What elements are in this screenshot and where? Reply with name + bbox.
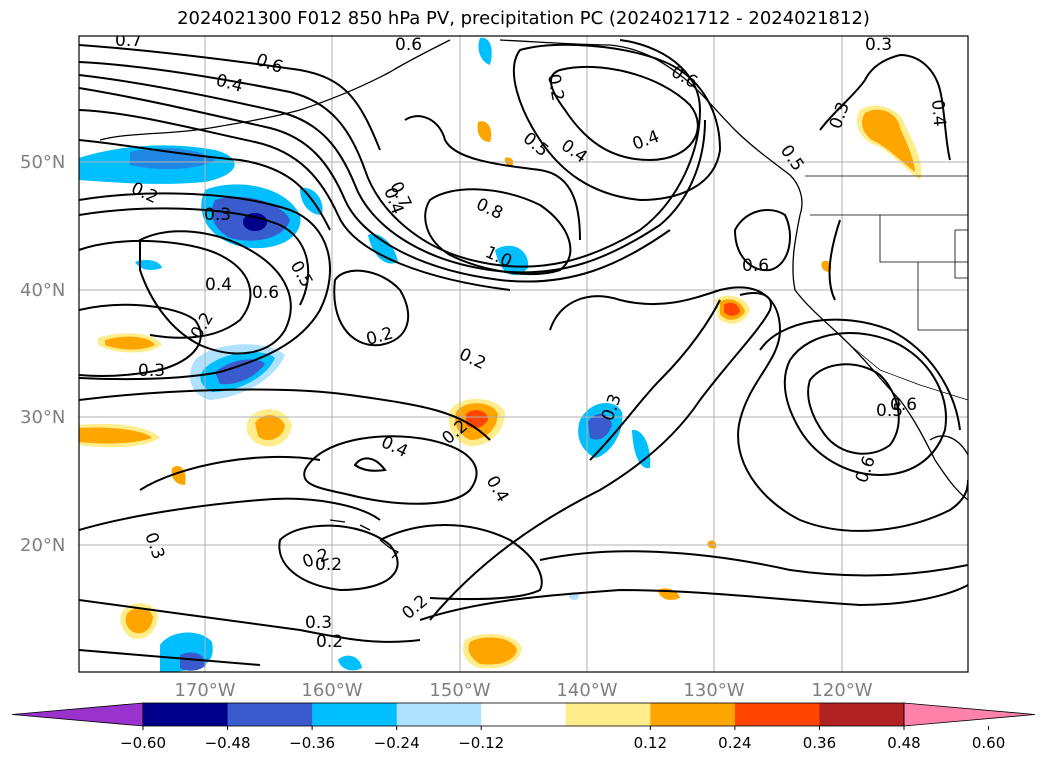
contour-label: 0.2 [315,555,342,575]
longitude-labels: 170°W 160°W 150°W 140°W 130°W 120°W [174,680,872,701]
contour-label: 0.4 [205,275,232,295]
lon-label-160w: 160°W [301,680,362,701]
lon-label-150w: 150°W [429,680,490,701]
colorbar-frame [142,702,905,727]
contour-label: 0.6 [742,256,769,276]
lat-label-30n: 30°N [20,407,65,428]
contour-label: 0.3 [305,613,332,633]
colorbar-cell [650,703,736,726]
colorbar-tick-label: −0.24 [374,734,420,752]
lon-label-170w: 170°W [174,680,235,701]
contour-label: 0.5 [876,401,903,421]
colorbar-cell [143,703,229,726]
contour-label: 0.3 [204,205,231,225]
lon-label-130w: 130°W [683,680,744,701]
colorbar-tick-label: −0.36 [289,734,335,752]
colorbar-cell [312,703,398,726]
lat-label-50n: 50°N [20,152,65,173]
contour-label: 0.3 [138,361,165,381]
colorbar-tick-label: 0.60 [972,734,1005,752]
colorbar-tick-label: −0.48 [205,734,251,752]
contour-label: 0.3 [865,35,892,55]
colorbar: −0.60 −0.48 −0.36 −0.24 −0.12 0.12 0.24 0.36 0.4… [11,702,1036,752]
colorbar-tick-label: −0.60 [120,734,166,752]
colorbar-cell [227,703,313,726]
colorbar-tick-label: 0.48 [887,734,920,752]
graticule [79,36,968,672]
contour-label: 0.7 [115,31,142,51]
colorbar-tick-label: 0.36 [803,734,836,752]
map-frame [78,35,969,673]
pv-contours [79,39,968,666]
contour-label: 0.6 [890,395,917,415]
contour-label: 0.6 [395,35,422,55]
colorbar-cell [396,703,482,726]
colorbar-tick-label: 0.24 [718,734,751,752]
colorbar-tick-label: 0.12 [634,734,667,752]
colorbar-cell [819,703,905,726]
colorbar-cell [734,703,820,726]
latitude-labels: 50°N 40°N 30°N 20°N [20,152,65,556]
chart-title: 2024021300 F012 850 hPa PV, precipitatio… [177,8,870,29]
lon-label-120w: 120°W [811,680,872,701]
colorbar-tick-label: −0.12 [458,734,504,752]
contour-label: 0.2 [543,72,567,102]
colorbar-cell [565,703,651,726]
colorbar-cell [481,703,567,726]
colorbar-extend-low [11,702,144,727]
lat-label-40n: 40°N [20,280,65,301]
contour-label: 0.6 [252,283,279,303]
lon-label-140w: 140°W [556,680,617,701]
lat-label-20n: 20°N [20,535,65,556]
contour-label: 0.2 [316,632,343,652]
contour-label: 0.4 [927,99,949,128]
colorbar-extend-high [903,702,1036,727]
